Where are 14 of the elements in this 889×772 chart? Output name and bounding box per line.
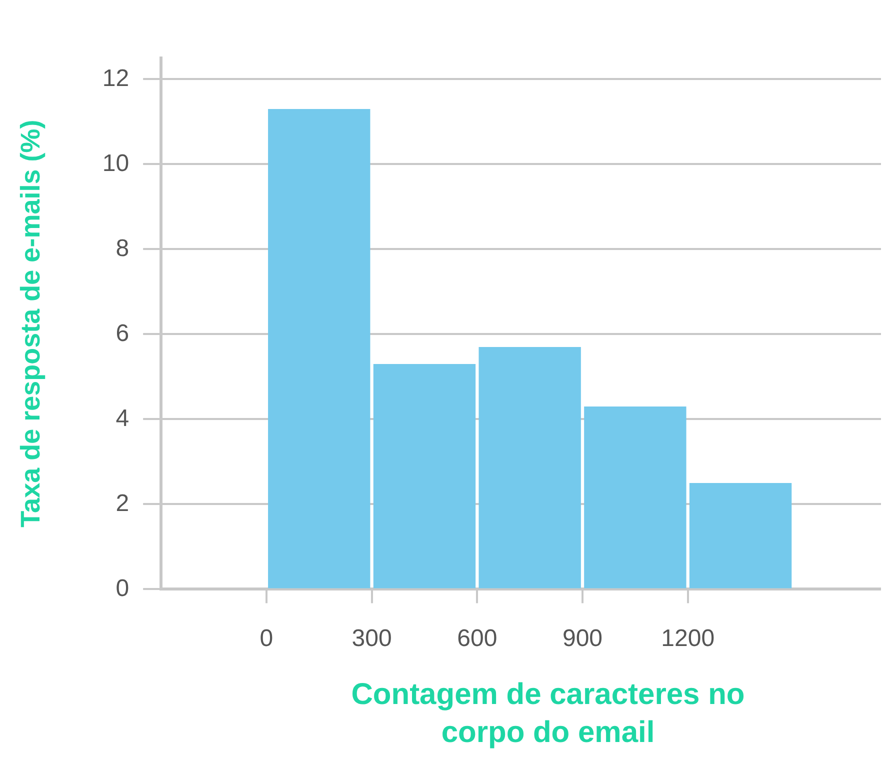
y-tick-label: 12: [102, 64, 130, 92]
x-axis-title: Contagem de caracteres no corpo do email: [350, 677, 746, 751]
x-tick-label: 0: [260, 625, 274, 652]
y-tick-label: 2: [116, 490, 130, 517]
x-tick-label: 900: [562, 625, 603, 652]
y-tick-label: 6: [116, 320, 130, 347]
x-tick-label: 600: [457, 625, 498, 652]
y-tick-label: 8: [116, 234, 130, 262]
y-tick-label: 0: [116, 574, 130, 602]
x-tick-label: 1200: [661, 625, 715, 652]
x-tick-label: 300: [352, 625, 392, 652]
y-axis-title: Taxa de resposta de e-mails (%): [16, 120, 46, 528]
y-tick-label: 10: [102, 150, 130, 177]
y-tick-label: 4: [116, 404, 130, 432]
